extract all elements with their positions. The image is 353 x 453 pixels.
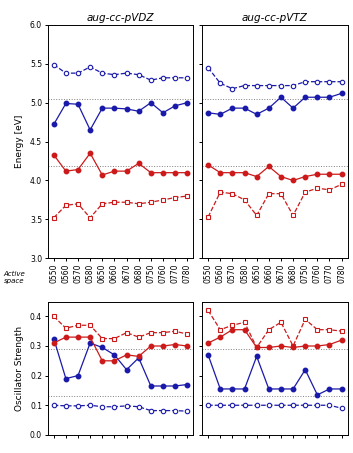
Title: aug-cc-pVDZ: aug-cc-pVDZ bbox=[87, 13, 154, 23]
Title: aug-cc-pVTZ: aug-cc-pVTZ bbox=[242, 13, 308, 23]
Y-axis label: Energy [eV]: Energy [eV] bbox=[16, 115, 24, 168]
Y-axis label: Oscillator Strength: Oscillator Strength bbox=[16, 326, 24, 411]
Text: Active
space: Active space bbox=[4, 271, 25, 284]
